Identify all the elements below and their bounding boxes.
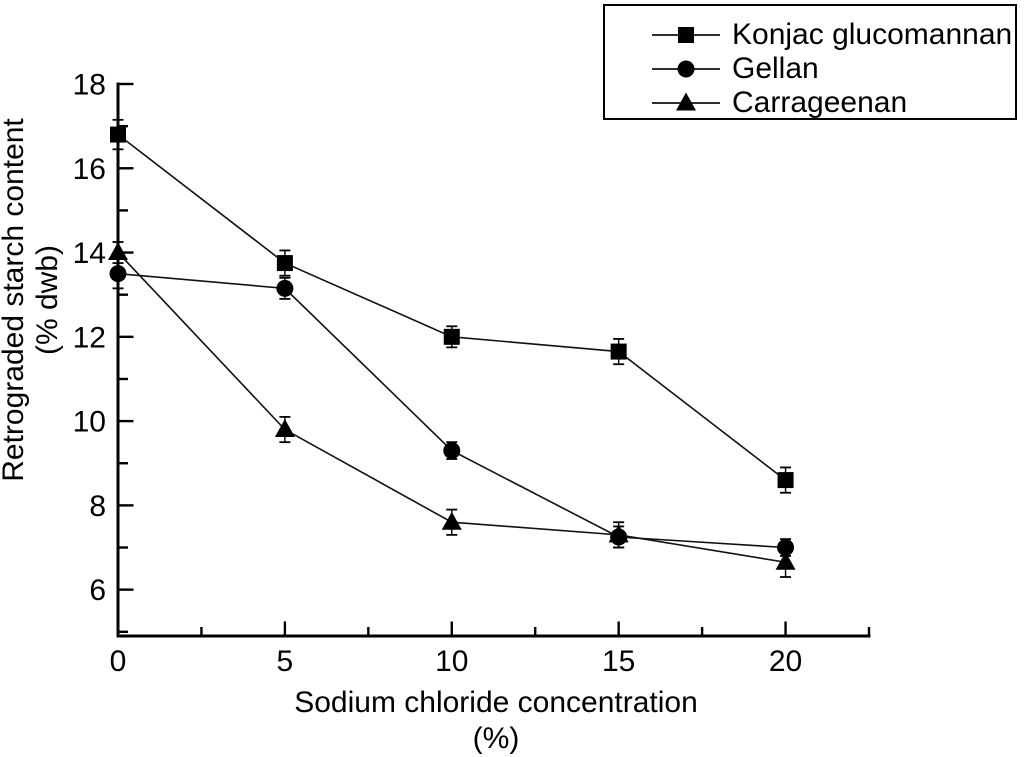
axis-ticks (116, 82, 871, 635)
x-tick-labels: 0 5 10 15 20 (110, 645, 803, 678)
legend-label: Gellan (732, 52, 819, 85)
data-point-marker-triangle (108, 242, 128, 261)
x-tick-label: 0 (110, 645, 127, 678)
data-point-marker-triangle (441, 511, 462, 530)
y-tick-label: 8 (89, 490, 106, 523)
square-legend-key-icon (652, 27, 720, 43)
circle-legend-key-icon (652, 60, 720, 78)
data-point-marker-square (110, 126, 126, 143)
x-tick-label: 10 (435, 645, 468, 678)
series-line (117, 133, 787, 481)
data-point-marker-square (443, 328, 460, 345)
x-tick-label: 20 (769, 645, 802, 678)
y-tick-labels: 6 8 10 12 14 16 18 (73, 69, 106, 608)
y-axis-title-line1: Retrograded starch content (0, 118, 30, 482)
legend: Konjac glucomannan Gellan Carrageenan (603, 4, 1017, 120)
y-tick-label: 18 (73, 69, 106, 102)
y-tick-label: 14 (73, 237, 106, 270)
series-carrageenan (108, 241, 796, 578)
y-tick-label: 16 (73, 153, 106, 186)
triangle-legend-key-icon (652, 92, 720, 111)
data-point-marker-square (610, 343, 627, 360)
data-point-marker-triangle (775, 551, 796, 570)
series-konjac-glucomannan (110, 118, 794, 494)
data-point-marker-triangle (274, 419, 295, 438)
y-tick-label: 6 (89, 574, 106, 607)
data-point-marker-triangle (608, 524, 629, 543)
data-point-marker-circle (109, 265, 127, 283)
legend-item-gellan: Gellan (650, 52, 1015, 86)
x-axis-title-line2: (%) (472, 722, 520, 755)
legend-label: Carrageenan (732, 86, 908, 119)
legend-label: Konjac glucomannan (732, 18, 1013, 51)
y-axis-title-line2: (% dwb) (31, 244, 64, 356)
data-point-marker-circle (276, 279, 294, 297)
y-tick-label: 12 (73, 321, 106, 354)
x-tick-label: 5 (277, 645, 294, 678)
data-point-marker-circle (443, 442, 461, 460)
x-axis-title: Sodium chloride concentration (%) (294, 685, 698, 757)
x-tick-label: 15 (602, 645, 635, 678)
data-point-marker-triangle (676, 92, 696, 111)
data-point-marker-square (777, 472, 794, 489)
x-axis-title-line1: Sodium chloride concentration (294, 686, 698, 719)
y-axis-title: Retrograded starch content (% dwb) (0, 118, 65, 482)
data-point-marker-square (276, 255, 293, 272)
y-tick-label: 10 (73, 406, 106, 439)
data-point-marker-circle (677, 60, 695, 78)
legend-item-konjac-glucomannan: Konjac glucomannan (650, 18, 1015, 52)
series-line (117, 272, 786, 549)
legend-item-carrageenan: Carrageenan (650, 86, 1015, 120)
axes (116, 82, 871, 638)
data-point-marker-square (678, 27, 694, 43)
